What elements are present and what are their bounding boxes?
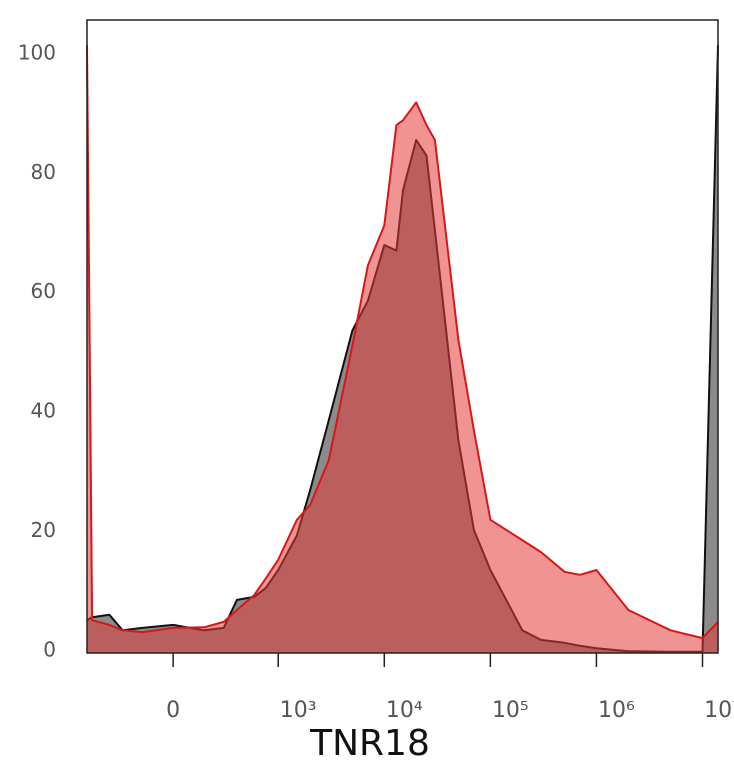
y-tick-label: 40 xyxy=(31,399,56,423)
x-axis-title: TNR18 xyxy=(309,723,430,764)
area-outline xyxy=(86,45,719,640)
x-tick-label: 10⁷ xyxy=(704,698,734,723)
y-tick-label: 0 xyxy=(43,638,56,662)
x-tick-label: 10⁶ xyxy=(598,698,635,723)
y-tick-label: 60 xyxy=(31,279,56,303)
area-fill xyxy=(87,45,718,654)
plot-frame xyxy=(86,19,719,654)
y-tick-label: 100 xyxy=(18,40,56,64)
y-tick-label: 80 xyxy=(31,160,56,184)
x-tick-label: 10⁴ xyxy=(386,698,423,723)
x-tick-label: 10⁵ xyxy=(492,698,529,723)
marks xyxy=(86,45,719,654)
x-tick-label: 0 xyxy=(166,698,180,723)
x-tick-label: 10³ xyxy=(280,698,317,723)
y-tick-label: 20 xyxy=(31,518,56,542)
